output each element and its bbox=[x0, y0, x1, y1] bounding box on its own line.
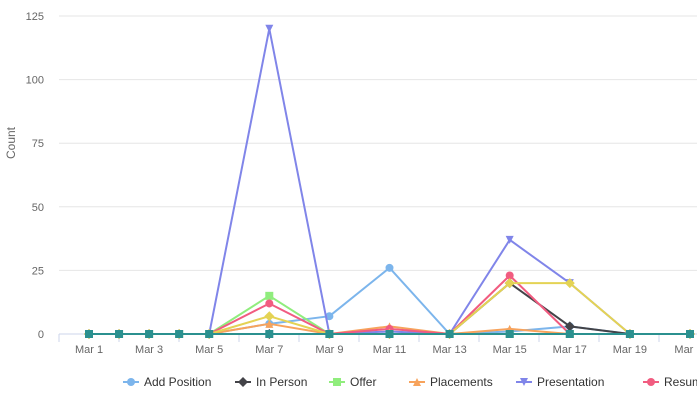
x-tick-label: Mar 5 bbox=[195, 344, 223, 356]
y-tick-label: 50 bbox=[32, 202, 44, 214]
data-point bbox=[205, 330, 214, 338]
y-axis-ticks: 0 25 50 75 100 125 bbox=[26, 11, 44, 341]
legend-item: Resume bbox=[643, 375, 697, 389]
legend-marker bbox=[647, 378, 655, 386]
data-point bbox=[265, 291, 274, 300]
x-tick-label: Mar 11 bbox=[373, 344, 406, 356]
legend-label: Resume bbox=[664, 375, 697, 389]
data-point bbox=[564, 321, 575, 332]
x-tick-label: Mar 19 bbox=[613, 344, 647, 356]
legend-marker bbox=[413, 378, 421, 386]
y-tick-label: 100 bbox=[26, 75, 44, 87]
data-point bbox=[325, 330, 334, 338]
x-tick-label: Mar 1 bbox=[75, 344, 103, 356]
legend-label: Add Position bbox=[144, 375, 211, 389]
data-point bbox=[564, 278, 575, 289]
data-point bbox=[265, 330, 274, 338]
data-point bbox=[565, 330, 574, 338]
y-axis-title: Count bbox=[4, 126, 18, 159]
x-tick-label: Mar 7 bbox=[255, 344, 283, 356]
x-tick-label: Mar 17 bbox=[553, 344, 587, 356]
legend-label: Placements bbox=[430, 375, 493, 389]
data-point bbox=[505, 271, 514, 280]
data-point bbox=[625, 330, 634, 338]
data-point bbox=[175, 330, 184, 338]
legend-label: In Person bbox=[256, 375, 307, 389]
x-tick-label: Mar 13 bbox=[432, 344, 466, 356]
legend-marker bbox=[333, 378, 341, 386]
y-tick-label: 25 bbox=[32, 265, 44, 277]
legend-item: Presentation bbox=[516, 375, 604, 389]
data-point bbox=[265, 24, 274, 33]
grid-lines bbox=[59, 15, 697, 271]
data-point bbox=[115, 330, 124, 338]
data-point bbox=[85, 330, 93, 338]
data-point bbox=[264, 311, 275, 322]
data-point bbox=[265, 319, 274, 328]
data-point bbox=[325, 312, 334, 321]
data-point bbox=[445, 330, 454, 338]
x-tick-label: Mar ... bbox=[674, 344, 697, 356]
data-point bbox=[505, 330, 514, 338]
data-point bbox=[505, 235, 514, 244]
legend-marker bbox=[238, 377, 248, 387]
x-tick-label: Mar 15 bbox=[493, 344, 527, 356]
data-point bbox=[686, 330, 694, 338]
x-tick-label: Mar 9 bbox=[315, 344, 343, 356]
legend-item: Add Position bbox=[123, 375, 211, 389]
legend-item: Offer bbox=[329, 375, 376, 389]
legend-item: Placements bbox=[409, 375, 493, 389]
series-layer bbox=[84, 24, 695, 339]
series-line bbox=[89, 27, 690, 335]
legend-marker bbox=[127, 378, 135, 386]
data-point bbox=[504, 278, 515, 289]
data-point bbox=[385, 263, 394, 272]
data-point bbox=[385, 330, 394, 338]
series-7 bbox=[85, 330, 694, 338]
x-axis-ticks: Mar 1 Mar 3 Mar 5 Mar 7 Mar 9 Mar 11 Mar 13 Mar… bbox=[58, 334, 697, 356]
y-tick-label: 0 bbox=[38, 329, 44, 341]
series-5 bbox=[85, 271, 694, 338]
legend-label: Presentation bbox=[537, 375, 604, 389]
data-point bbox=[145, 330, 154, 338]
legend: Add Position In Person Offer Placements Pres… bbox=[123, 375, 697, 389]
x-tick-label: Mar 3 bbox=[135, 344, 163, 356]
data-point bbox=[265, 299, 274, 308]
legend-marker bbox=[520, 378, 528, 386]
legend-label: Offer bbox=[350, 375, 376, 389]
legend-item: In Person bbox=[235, 375, 307, 389]
y-tick-label: 125 bbox=[26, 11, 44, 23]
y-tick-label: 75 bbox=[32, 138, 44, 150]
series-4 bbox=[85, 24, 694, 338]
